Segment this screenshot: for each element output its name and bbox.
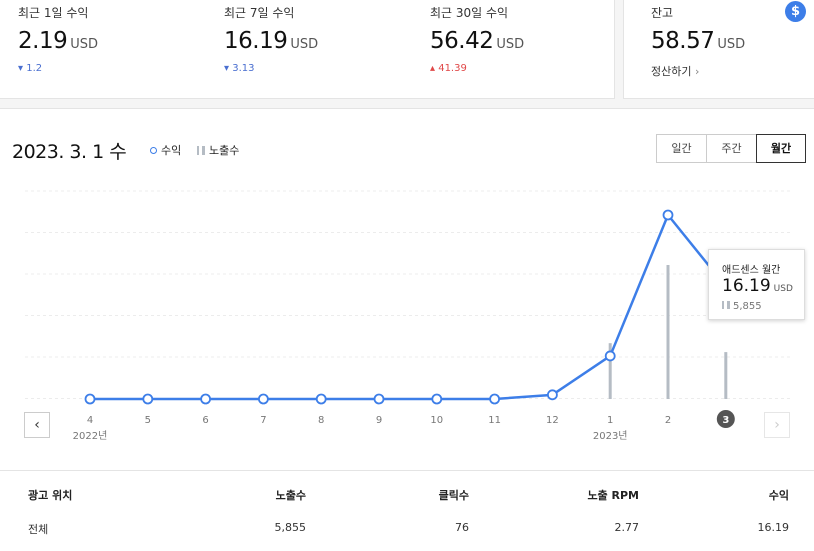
stat-label: 최근 1일 수익 [18,6,89,20]
revenue-point [604,350,616,362]
stat-label: 최근 30일 수익 [430,6,509,20]
legend-revenue: 수익 [150,142,181,158]
x-tick-label: 8 [318,415,324,426]
revenue-line [90,213,727,401]
x-tick-label: 9 [376,415,382,426]
tooltip-title: 애드센스 월간 [722,265,781,276]
stat-value: 16.19 [224,28,288,54]
revenue-point [547,389,558,401]
x-tick-label: 10 [430,415,443,426]
selected-tick-marker [716,410,735,428]
dollar-icon[interactable]: $ [785,1,806,22]
stat-value: 2.19 [18,28,68,54]
table-header: 광고 위치 노출수 클릭수 노출 RPM 수익 [0,487,814,507]
x-tick-label: 1 [607,415,613,426]
selected-date: 2023. 3. 1 수 [12,141,127,163]
x-tick-label: 12 [546,415,559,426]
x-tick-label: 6 [202,415,208,426]
x-tick-label: 7 [260,415,266,426]
revenue-point [662,209,674,221]
revenue-point [315,393,327,405]
x-tick-label: 4 [87,415,93,426]
balance-card: 잔고 58.57 USD 정산하기 › $ [623,0,814,99]
stat-unit: USD [496,37,525,52]
year-label: 2022년 [73,430,108,442]
ad-placement-table: 광고 위치 노출수 클릭수 노출 RPM 수익 전체 5,855 76 2.77… [0,470,814,536]
circle-marker-icon [150,147,157,154]
legend-impressions: 노출수 [197,142,239,158]
tab-monthly[interactable]: 월간 [756,134,806,163]
triangle-down-icon: ▾ [18,63,27,74]
x-tick-label: 5 [145,415,151,426]
revenue-point [257,393,269,405]
bar-marker-icon [722,301,730,309]
chevron-right-icon: › [774,417,780,433]
impression-bar [724,352,728,399]
x-tick-label: 11 [488,415,501,426]
triangle-up-icon: ▴ [430,63,439,74]
stat-delta: ▾ 1.2 [18,63,43,74]
period-tabs: 일간 주간 월간 [656,134,806,163]
chevron-left-icon: ‹ [34,417,40,433]
col-revenue: 수익 [768,489,789,502]
cell-impressions: 5,855 [274,521,307,534]
revenue-point [84,393,96,405]
prev-button[interactable]: ‹ [24,412,50,438]
revenue-point [200,393,212,405]
col-clicks: 클릭수 [438,489,469,502]
triangle-down-icon: ▾ [224,63,233,74]
col-placement: 광고 위치 [28,489,73,502]
impression-bar [608,343,612,399]
balance-value: 58.57 [651,28,715,54]
tooltip-value: 16.19 [722,276,771,296]
revenue-point [142,393,154,405]
stat-value: 56.42 [430,28,494,54]
chart-tooltip: 애드센스 월간 16.19 USD 5,855 [708,249,805,320]
balance-unit: USD [717,37,746,52]
tab-daily[interactable]: 일간 [656,134,706,163]
impression-bar [666,265,670,399]
tooltip-unit: USD [773,284,793,294]
revenue-point [431,393,443,405]
tooltip-impressions: 5,855 [722,301,762,312]
stat-delta: ▴ 41.39 [430,63,467,74]
chevron-right-icon: › [694,65,700,78]
table-row: 전체 5,855 76 2.77 16.19 [0,521,814,541]
revenue-point [373,393,385,405]
tab-weekly[interactable]: 주간 [706,134,756,163]
x-tick-label: 2 [665,415,671,426]
revenue-summary-card: 최근 1일 수익 2.19 USD ▾ 1.2 최근 7일 수익 16.19 USD… [0,0,615,99]
cell-placement: 전체 [28,523,49,536]
stat-label: 최근 7일 수익 [224,6,295,20]
stat-unit: USD [290,37,319,52]
chart-panel: 2023. 3. 1 수 수익 노출수 일간 주간 월간 4 5 6 7 8 9 10 11 1… [0,108,814,551]
stat-unit: USD [70,37,98,52]
x-tick-label: 3 [722,415,729,426]
bar-marker-icon [197,146,205,155]
next-button[interactable]: › [764,412,790,438]
cell-rpm: 2.77 [614,521,640,534]
summary-cards: 최근 1일 수익 2.19 USD ▾ 1.2 최근 7일 수익 16.19 USD… [0,0,814,101]
col-impressions: 노출수 [275,489,306,502]
revenue-point [489,393,501,405]
year-label: 2023년 [593,430,628,442]
settle-link[interactable]: 정산하기 › [651,65,700,78]
col-rpm: 노출 RPM [587,489,639,502]
stat-delta: ▾ 3.13 [224,63,255,74]
cell-clicks: 76 [455,521,469,534]
cell-revenue: 16.19 [757,521,790,534]
balance-label: 잔고 [651,6,674,20]
